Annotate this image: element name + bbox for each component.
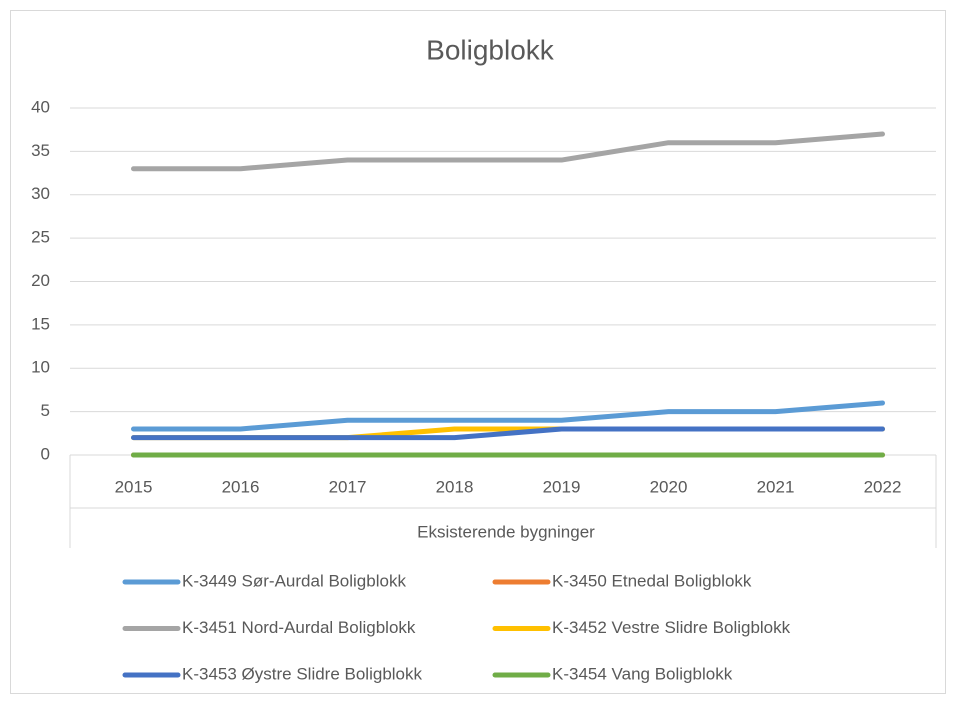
legend-label: K-3450 Etnedal Boligblokk: [552, 571, 752, 590]
y-tick-label: 35: [31, 141, 50, 160]
x-axis-label: Eksisterende bygninger: [417, 522, 595, 541]
x-tick-label: 2022: [864, 477, 902, 496]
legend-label: K-3453 Øystre Slidre Boligblokk: [182, 664, 423, 683]
legend-label: K-3451 Nord-Aurdal Boligblokk: [182, 618, 416, 637]
y-tick-label: 40: [31, 97, 50, 116]
x-tick-label: 2021: [757, 477, 795, 496]
series-line: [131, 426, 885, 441]
x-tick-label: 2018: [436, 477, 474, 496]
x-tick-label: 2020: [650, 477, 688, 496]
legend-label: K-3452 Vestre Slidre Boligblokk: [552, 618, 791, 637]
x-tick-label: 2019: [543, 477, 581, 496]
y-tick-label: 5: [41, 401, 50, 420]
legend-label: K-3449 Sør-Aurdal Boligblokk: [182, 571, 406, 590]
y-tick-label: 15: [31, 314, 50, 333]
y-tick-label: 10: [31, 358, 50, 377]
y-tick-label: 25: [31, 228, 50, 247]
series-line: [131, 131, 885, 172]
legend-label: K-3454 Vang Boligblokk: [552, 664, 733, 683]
y-tick-label: 0: [41, 444, 50, 463]
chart-title: Boligblokk: [426, 34, 555, 65]
series-line: [131, 400, 885, 432]
x-tick-label: 2017: [329, 477, 367, 496]
y-tick-label: 20: [31, 271, 50, 290]
x-tick-label: 2016: [222, 477, 260, 496]
y-tick-label: 30: [31, 184, 50, 203]
chart-border: [10, 10, 946, 694]
x-tick-label: 2015: [115, 477, 153, 496]
